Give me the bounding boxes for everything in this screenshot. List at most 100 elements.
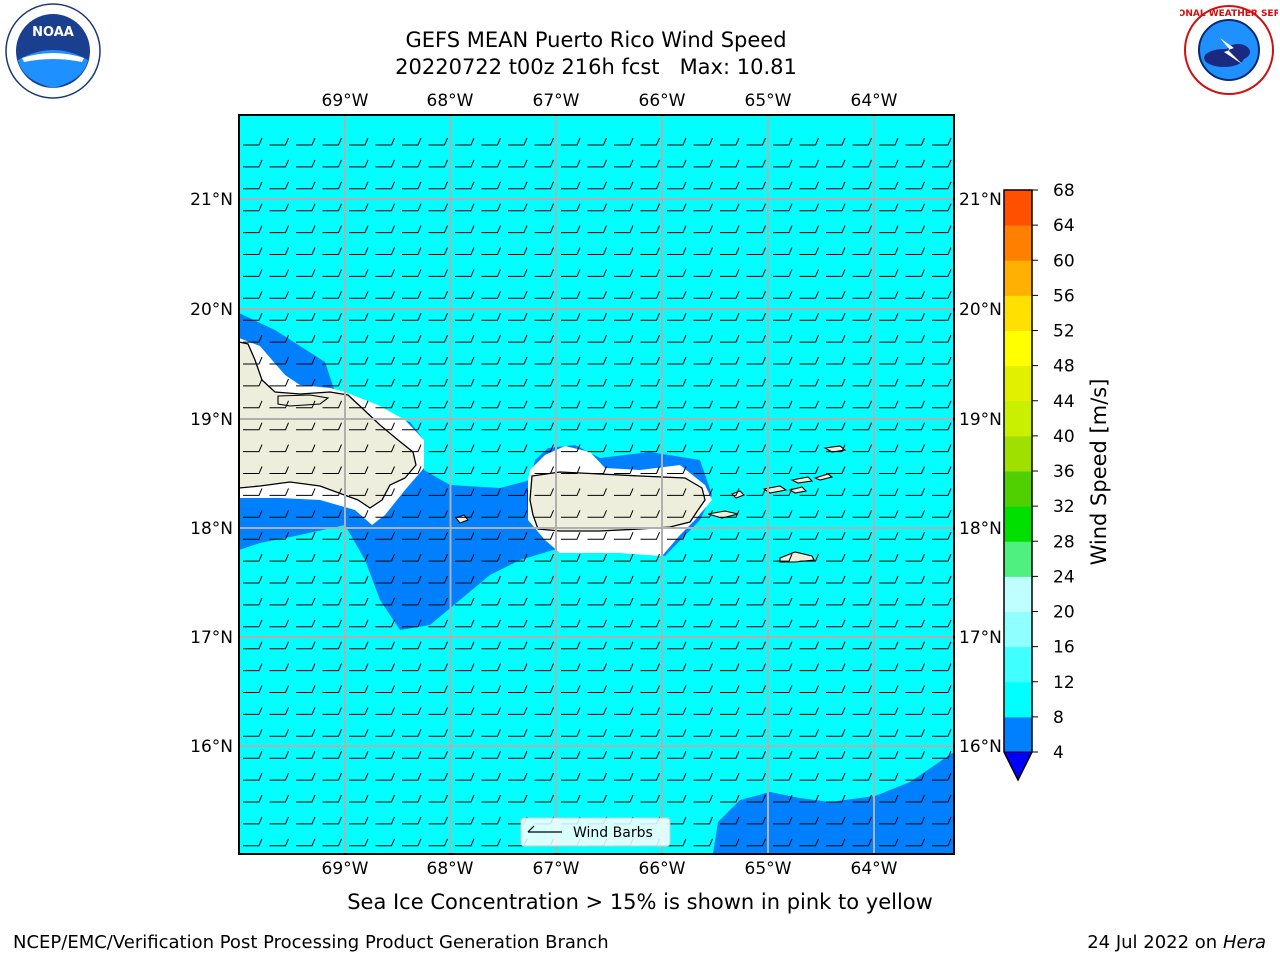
wind-barb (561, 532, 581, 540)
wind-barb (799, 685, 819, 693)
lat-label: 18°N (959, 519, 1002, 539)
wind-barb (296, 553, 316, 562)
wind-barb (746, 378, 766, 387)
wind-barb (481, 794, 501, 803)
wind-barb (296, 619, 316, 628)
wind-barb (243, 422, 263, 431)
wind-barb (773, 816, 793, 825)
wind-barb (269, 597, 289, 606)
wind-barb (428, 553, 448, 562)
wind-barb (746, 838, 766, 847)
wind-barb (561, 356, 581, 365)
wind-barb (773, 619, 793, 628)
wind-barb (402, 772, 422, 781)
wind-barb (640, 334, 660, 343)
wind-barb (905, 816, 925, 825)
wind-barb (508, 247, 528, 255)
wind-barb (481, 707, 501, 715)
wind-barb (561, 597, 581, 606)
wind-barb (905, 422, 925, 431)
wind-barb (349, 181, 369, 190)
wind-barb (508, 597, 528, 606)
wind-barb (561, 137, 581, 146)
wind-barb (826, 597, 846, 606)
wind-barb (720, 269, 740, 277)
wind-barb (481, 225, 501, 234)
wind-barb (932, 137, 952, 146)
wind-barb (720, 181, 740, 190)
wind-barb (852, 641, 872, 650)
wind-barb (243, 641, 263, 650)
wind-barb (534, 619, 554, 628)
wind-barb (428, 838, 448, 847)
wind-barb (243, 597, 263, 606)
wind-barb (693, 422, 713, 431)
wind-barb (375, 247, 395, 255)
wind-barb (799, 619, 819, 628)
wind-barb (720, 225, 740, 234)
wind-barb (428, 816, 448, 825)
wind-barb (614, 488, 634, 496)
wind-barb (746, 334, 766, 343)
wind-barb (932, 225, 952, 234)
wind-barb (561, 619, 581, 628)
wind-barb (587, 247, 607, 255)
wind-barb (932, 313, 952, 321)
wind-barb (481, 641, 501, 650)
wind-barb (322, 641, 342, 650)
wind-barb (932, 861, 951, 868)
wind-barb (296, 444, 316, 453)
wind-barb (852, 444, 872, 453)
wind-barb (852, 356, 872, 365)
lat-label: 20°N (959, 300, 1002, 320)
wind-barb (243, 488, 263, 496)
wind-barb (402, 838, 422, 847)
wind-barb (852, 772, 872, 781)
land-virgin-gorda (813, 473, 834, 481)
wind-barb (640, 225, 660, 234)
wind-barb (773, 334, 793, 343)
wind-barb (614, 269, 634, 277)
wind-barb (852, 378, 872, 387)
wind-barb (905, 838, 925, 847)
national-weather-service-logo: NATIONAL WEATHER SERVICE (1180, 5, 1278, 95)
wind-barb (879, 816, 899, 825)
slow-wind-region-south (713, 752, 954, 854)
wind-barb (640, 641, 660, 650)
wind-barb (481, 685, 501, 693)
wind-barb (773, 532, 793, 540)
wind-barb (667, 488, 687, 496)
colorbar-segment (1004, 716, 1032, 753)
wind-barb (349, 378, 369, 387)
wind-barb (296, 772, 316, 781)
wind-barb (932, 663, 952, 672)
wind-barb (667, 641, 687, 650)
wind-barb (508, 663, 528, 672)
wind-barb (587, 707, 607, 715)
colorbar-tick-label: 20 (1053, 603, 1075, 623)
colorbar-tick-label: 16 (1053, 638, 1075, 658)
wind-barb (879, 751, 899, 759)
colorbar-segment (1004, 330, 1032, 367)
wind-barb (879, 772, 899, 781)
wind-barb (614, 532, 634, 540)
wind-barb (614, 641, 634, 650)
wind-barb (508, 510, 528, 518)
wind-barb (667, 334, 687, 343)
wind-barb (587, 794, 607, 803)
wind-barb (799, 575, 819, 584)
wind-barb (322, 729, 342, 737)
colorbar-tick-label: 56 (1053, 286, 1075, 306)
wind-barb (296, 641, 316, 650)
wind-barb (269, 137, 289, 146)
wind-barb (455, 772, 475, 781)
wind-barb (905, 269, 925, 277)
wind-barb (269, 378, 289, 387)
wind-barb (773, 378, 793, 387)
wind-barb (879, 532, 899, 540)
wind-barb (640, 663, 660, 672)
wind-barb (375, 532, 395, 540)
wind-barb (561, 510, 581, 518)
wind-barb (667, 838, 687, 847)
wind-barb (800, 861, 819, 868)
